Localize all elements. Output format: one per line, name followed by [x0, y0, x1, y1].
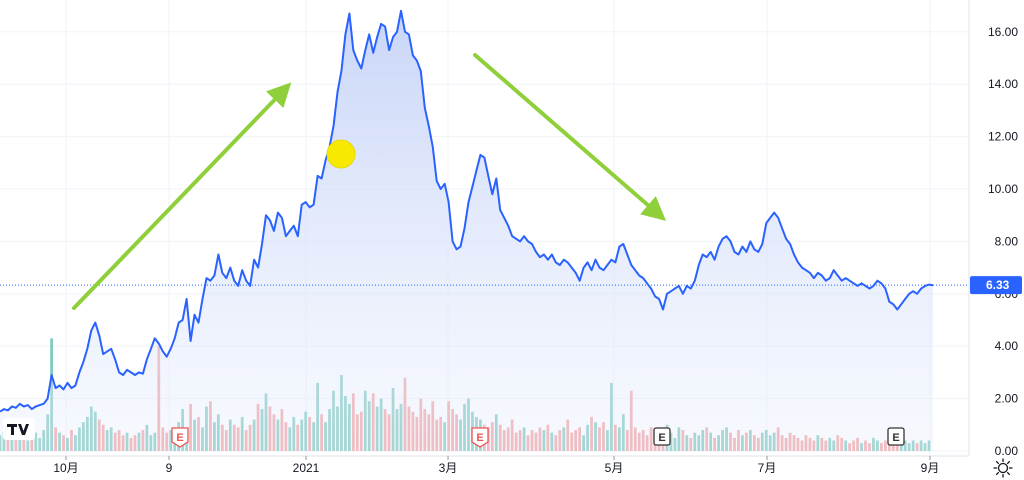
gear-icon[interactable]	[993, 458, 1013, 478]
x-tick-label: 5月	[605, 461, 624, 475]
price-area	[0, 9, 934, 452]
y-tick-label: 2.00	[995, 392, 1019, 406]
price-line[interactable]	[0, 9, 934, 413]
y-tick-label: 10.00	[988, 182, 1018, 196]
earnings-badge	[171, 427, 189, 448]
earnings-marker[interactable]: E	[653, 427, 671, 446]
earnings-marker[interactable]: E	[887, 427, 905, 446]
uptrend-arrow	[72, 82, 292, 310]
last-price-label: 6.33	[986, 278, 1010, 292]
y-tick-label: 4.00	[995, 339, 1019, 353]
earnings-label: E	[892, 432, 899, 444]
x-tick-label: 9	[166, 461, 173, 475]
earnings-label: E	[658, 432, 665, 444]
x-tick-label: 9月	[921, 461, 940, 475]
earnings-badge	[653, 427, 671, 446]
annotations	[72, 53, 667, 310]
tradingview-logo[interactable]	[3, 418, 35, 440]
x-tick-label: 3月	[439, 461, 458, 475]
time-axis[interactable]: 10月 9 2021 3月 5月 7月 9月	[0, 455, 969, 475]
earnings-label: E	[476, 432, 483, 444]
earnings-badge	[471, 427, 489, 448]
earnings-marker[interactable]: E	[471, 427, 489, 448]
downtrend-arrow	[473, 53, 667, 221]
x-tick-label: 10月	[53, 461, 78, 475]
y-tick-label: 8.00	[995, 234, 1019, 248]
y-tick-label: 16.00	[988, 25, 1018, 39]
x-tick-label: 2021	[293, 461, 320, 475]
x-tick-label: 7月	[758, 461, 777, 475]
y-tick-label: 0.00	[995, 444, 1019, 458]
y-tick-label: 14.00	[988, 77, 1018, 91]
last-price-tag: 6.33	[970, 276, 1022, 295]
earnings-label: E	[176, 432, 183, 444]
earnings-marker[interactable]: E	[171, 427, 189, 448]
earnings-badge	[887, 427, 905, 446]
y-tick-label: 12.00	[988, 130, 1018, 144]
price-area-fill	[0, 10, 933, 452]
highlight-marker	[326, 139, 356, 169]
